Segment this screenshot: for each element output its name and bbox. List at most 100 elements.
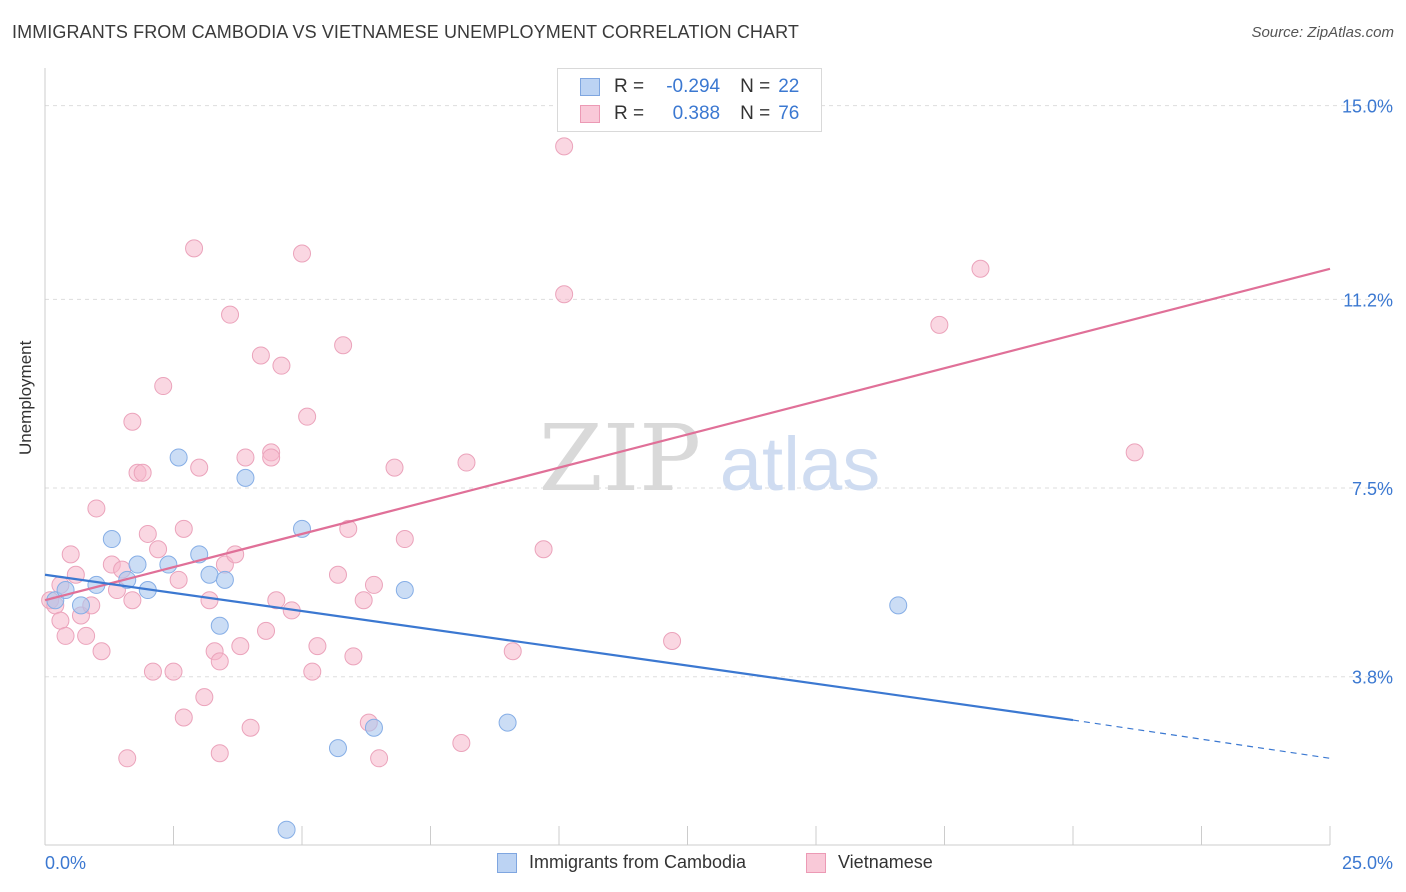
- cambodia-point: [364, 718, 383, 737]
- bottom-legend-label: Immigrants from Cambodia: [529, 852, 747, 872]
- vietnamese-point: [61, 545, 80, 564]
- vietnamese-point: [190, 458, 209, 477]
- y-axis-label: Unemployment: [16, 340, 35, 455]
- vietnamese-point: [298, 407, 317, 426]
- cambodia-point: [71, 596, 90, 615]
- vietnamese-point: [174, 519, 193, 538]
- legend-r-label: R =: [614, 103, 645, 124]
- correlation-legend: R = -0.294 N = 22 R = 0.388 N = 76: [557, 68, 822, 132]
- cambodia-trend-line: [44, 573, 1074, 722]
- x-tick-label: 0.0%: [45, 853, 86, 873]
- cambodia-point: [395, 581, 414, 600]
- chart-title: IMMIGRANTS FROM CAMBODIA VS VIETNAMESE U…: [12, 22, 799, 42]
- tick-labels: 3.8% 7.5% 11.2% 15.0% 0.0% 25.0%: [45, 97, 1393, 873]
- vietnamese-point: [334, 336, 353, 355]
- vietnamese-point: [118, 749, 137, 768]
- y-tick-label: 11.2%: [1343, 290, 1393, 310]
- vietnamese-point: [138, 524, 157, 543]
- vietnamese-point: [87, 499, 106, 518]
- vietnamese-point: [370, 749, 389, 768]
- legend-n-value: 22: [778, 76, 800, 97]
- vietnamese-point: [251, 346, 270, 365]
- vietnamese-point: [185, 239, 204, 258]
- vietnamese-point: [195, 688, 214, 707]
- vietnamese-point: [236, 448, 255, 467]
- vietnamese-point: [555, 285, 574, 304]
- cambodia-point: [128, 555, 147, 574]
- vietnamese-point: [503, 642, 522, 661]
- watermark-atlas: atlas: [720, 422, 881, 507]
- legend-row-cambodia: R = -0.294 N = 22: [580, 75, 799, 99]
- y-tick-label: 7.5%: [1352, 479, 1393, 499]
- cambodia-point: [169, 448, 188, 467]
- cambodia-point: [210, 616, 229, 635]
- vietnamese-point: [231, 637, 250, 656]
- legend-r-label: R =: [614, 76, 645, 97]
- vietnamese-point: [143, 662, 162, 681]
- vietnamese-point: [272, 356, 291, 375]
- vietnamese-point: [364, 575, 383, 594]
- vietnamese-point: [164, 662, 183, 681]
- y-tick-label: 3.8%: [1352, 668, 1393, 688]
- vietnamese-point: [293, 244, 311, 263]
- bottom-legend-label: Vietnamese: [838, 852, 933, 872]
- legend-n-label: N =: [740, 103, 771, 124]
- vietnamese-point: [133, 463, 152, 482]
- cambodia-point: [277, 820, 296, 839]
- vietnamese-point: [257, 621, 276, 640]
- vietnamese-point: [328, 565, 347, 584]
- cambodia-point: [215, 570, 234, 589]
- vietnamese-point: [123, 412, 142, 431]
- vietnamese-point: [210, 652, 229, 671]
- vietnamese-point: [344, 647, 363, 666]
- cambodia-point: [102, 530, 121, 549]
- trend-lines: [44, 267, 1331, 759]
- vietnamese-point: [210, 744, 229, 763]
- vietnamese-point: [971, 259, 990, 278]
- vietnamese-point: [123, 591, 142, 610]
- vietnamese-point: [154, 377, 173, 396]
- vietnamese-point: [534, 540, 553, 559]
- cambodia-trend-extension: [1072, 719, 1331, 759]
- cambodia-point: [328, 739, 347, 758]
- vietnamese-point: [169, 570, 188, 589]
- vietnamese-point: [262, 448, 281, 467]
- legend-r-value: -0.294: [666, 76, 721, 97]
- legend-swatch-blue: [580, 78, 600, 96]
- cambodia-point: [889, 596, 908, 615]
- vietnamese-point: [221, 305, 240, 324]
- vietnamese-point: [452, 734, 471, 753]
- vietnamese-point: [267, 591, 286, 610]
- cambodia-point: [236, 468, 255, 487]
- vietnamese-point: [303, 662, 322, 681]
- cambodia-point: [498, 713, 517, 732]
- vietnamese-point: [241, 718, 260, 737]
- bottom-legend-swatch-pink: [806, 852, 826, 873]
- cambodia-point: [200, 565, 219, 584]
- vietnamese-point: [457, 453, 476, 472]
- vietnamese-point: [174, 708, 193, 727]
- legend-n-label: N =: [740, 76, 771, 97]
- vietnamese-trend-line: [44, 267, 1331, 602]
- legend-swatch-pink: [580, 105, 600, 123]
- axes: [44, 68, 1331, 846]
- bottom-legend-vietnamese: Vietnamese: [806, 852, 933, 873]
- vietnamese-point: [555, 137, 574, 156]
- vietnamese-point: [226, 545, 245, 564]
- vietnamese-point: [92, 642, 111, 661]
- vietnamese-point: [1125, 443, 1144, 462]
- vietnamese-point: [308, 637, 327, 656]
- vietnamese-point: [149, 540, 168, 559]
- vietnamese-point: [200, 591, 219, 610]
- legend-n-value: 76: [778, 103, 800, 124]
- source-label: Source: ZipAtlas.com: [1251, 24, 1394, 41]
- vietnamese-point: [663, 632, 682, 651]
- watermark-zip: ZIP: [539, 405, 701, 512]
- gridlines: [45, 105, 1392, 678]
- vietnamese-point: [354, 591, 373, 610]
- bottom-legend-cambodia: Immigrants from Cambodia: [497, 852, 746, 873]
- x-tick-label: 25.0%: [1342, 853, 1393, 873]
- vietnamese-point: [56, 626, 75, 645]
- cambodia-points: [46, 448, 908, 839]
